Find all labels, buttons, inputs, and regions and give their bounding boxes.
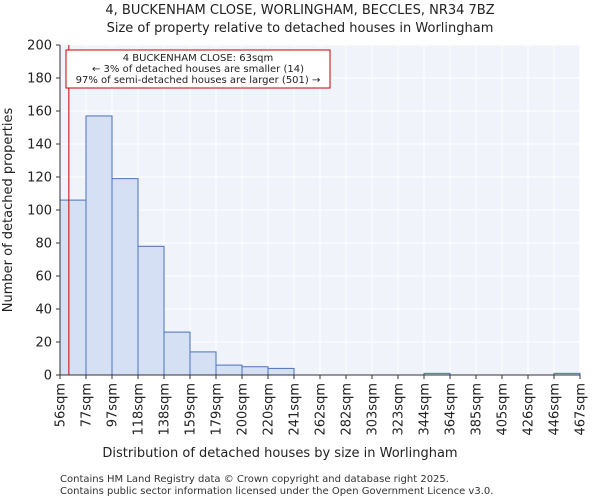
x-axis-label: Distribution of detached houses by size … — [102, 446, 457, 461]
annotation-box: 4 BUCKENHAM CLOSE: 63sqm ← 3% of detache… — [65, 49, 331, 89]
y-tick-labels: 0 20 40 60 80 100 120 140 160 180 200 — [27, 39, 60, 384]
x-tick-label: 303sqm — [366, 383, 381, 436]
bars — [59, 115, 581, 376]
histogram-bar — [85, 115, 113, 376]
histogram-bar — [137, 245, 165, 376]
x-tick-label: 159sqm — [184, 383, 199, 436]
y-tick-label: 20 — [35, 336, 52, 351]
x-tick-label: 262sqm — [314, 383, 329, 436]
x-tick-label: 282sqm — [340, 383, 355, 436]
x-tick-label: 97sqm — [106, 383, 121, 427]
histogram-bar — [163, 331, 191, 376]
x-tick-label: 446sqm — [548, 383, 563, 436]
y-tick-label: 160 — [27, 105, 52, 120]
x-tick-label: 138sqm — [158, 383, 173, 436]
y-tick-label: 140 — [27, 138, 52, 153]
y-axis-label: Number of detached properties — [1, 108, 16, 313]
x-tick-label: 364sqm — [444, 383, 459, 436]
y-tick-label: 60 — [35, 270, 52, 285]
histogram-bar — [215, 364, 243, 376]
x-tick-label: 344sqm — [418, 383, 433, 436]
y-tick-label: 200 — [27, 39, 52, 54]
y-tick-label: 80 — [35, 237, 52, 252]
histogram-bar — [59, 199, 87, 376]
chart-title: 4, BUCKENHAM CLOSE, WORLINGHAM, BECCLES,… — [105, 3, 494, 18]
x-tick-label: 77sqm — [80, 383, 95, 427]
annotation-line-2: ← 3% of detached houses are smaller (14) — [92, 64, 304, 75]
x-tick-label: 405sqm — [496, 383, 511, 436]
y-tick-label: 0 — [44, 369, 52, 384]
x-tick-label: 118sqm — [132, 383, 147, 436]
x-tick-label: 56sqm — [54, 383, 69, 427]
x-tick-label: 426sqm — [522, 383, 537, 436]
x-tick-label: 220sqm — [262, 383, 277, 436]
y-tick-label: 40 — [35, 303, 52, 318]
footer-line-1: Contains HM Land Registry data © Crown c… — [60, 474, 449, 485]
y-tick-label: 100 — [27, 204, 52, 219]
x-tick-label: 467sqm — [574, 383, 589, 436]
x-tick-label: 323sqm — [392, 383, 407, 436]
histogram-bar — [111, 178, 139, 376]
chart-subtitle: Size of property relative to detached ho… — [107, 21, 494, 36]
annotation-line-3: 97% of semi-detached houses are larger (… — [76, 75, 321, 86]
x-tick-label: 200sqm — [236, 383, 251, 436]
histogram-bar — [267, 367, 295, 376]
annotation-line-1: 4 BUCKENHAM CLOSE: 63sqm — [123, 53, 274, 64]
y-tick-label: 120 — [27, 171, 52, 186]
x-tick-label: 385sqm — [470, 383, 485, 436]
footer-line-2: Contains public sector information licen… — [60, 486, 493, 497]
histogram-bar — [189, 351, 217, 376]
x-tick-label: 241sqm — [288, 383, 303, 436]
histogram-bar — [241, 366, 269, 376]
x-tick-label: 179sqm — [210, 383, 225, 436]
annotation-border — [65, 49, 331, 89]
y-tick-label: 180 — [27, 72, 52, 87]
x-tick-labels: 56sqm 77sqm 97sqm 118sqm 138sqm 159sqm 179sqm 2… — [54, 375, 589, 436]
